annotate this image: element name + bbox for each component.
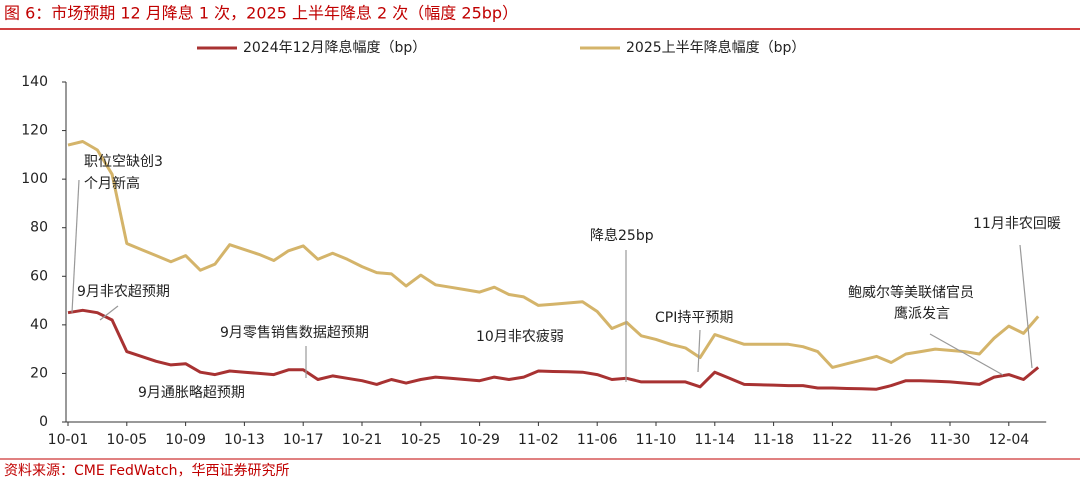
y-tick-label: 0 <box>39 414 48 430</box>
annotation: 11月非农回暖 <box>973 216 1061 232</box>
source: 资料来源：CME FedWatch，华西证券研究所 <box>4 463 290 479</box>
x-tick-label: 10-13 <box>224 432 265 448</box>
annotation: 职位空缺创3 <box>84 154 163 170</box>
x-tick-label: 11-30 <box>930 432 971 448</box>
annotation: 个月新高 <box>84 175 140 192</box>
x-tick-label: 10-17 <box>283 432 324 448</box>
x-tick-label: 11-02 <box>518 432 559 448</box>
x-tick-label: 11-06 <box>577 432 618 448</box>
annotation: 10月非农疲弱 <box>476 328 564 345</box>
legend-label: 2024年12月降息幅度（bp） <box>243 39 426 56</box>
y-tick-label: 80 <box>30 220 48 236</box>
annotation-leader <box>1019 244 1033 369</box>
x-tick-label: 11-22 <box>812 432 853 448</box>
x-tick-label: 10-29 <box>459 432 500 448</box>
annotation: CPI持平预期 <box>655 310 733 326</box>
annotation: 降息25bp <box>590 227 654 244</box>
y-tick-label: 120 <box>21 123 48 139</box>
y-tick-label: 60 <box>30 268 48 284</box>
x-tick-label: 10-09 <box>165 432 206 448</box>
annotation-leader <box>71 179 80 313</box>
legend-label: 2025上半年降息幅度（bp） <box>626 39 805 56</box>
annotation-leader <box>697 329 701 373</box>
x-tick-label: 11-10 <box>636 432 677 448</box>
x-tick-label: 11-14 <box>694 432 735 448</box>
x-tick-label: 10-21 <box>342 432 383 448</box>
annotation-leader <box>99 305 119 321</box>
x-tick-label: 10-25 <box>400 432 441 448</box>
annotation: 9月非农超预期 <box>77 284 170 300</box>
y-tick-label: 100 <box>21 171 48 187</box>
annotation: 鲍威尔等美联储官员 <box>848 284 974 301</box>
chart-title: 图 6：市场预期 12 月降息 1 次，2025 上半年降息 2 次（幅度 25… <box>4 4 518 23</box>
y-tick-label: 140 <box>21 74 48 90</box>
x-tick-label: 12-04 <box>988 432 1029 448</box>
x-tick-label: 11-18 <box>753 432 794 448</box>
y-tick-label: 40 <box>30 317 48 333</box>
annotation: 鹰派发言 <box>894 306 950 322</box>
series-line <box>67 308 1040 391</box>
annotation: 9月通胀略超预期 <box>138 385 245 401</box>
x-tick-label: 10-05 <box>106 432 147 448</box>
annotation-leader <box>929 333 1004 376</box>
x-tick-label: 10-01 <box>48 432 89 448</box>
x-tick-label: 11-26 <box>871 432 912 448</box>
y-tick-label: 20 <box>30 365 48 381</box>
series-line <box>67 140 1040 369</box>
annotation: 9月零售销售数据超预期 <box>220 325 369 341</box>
